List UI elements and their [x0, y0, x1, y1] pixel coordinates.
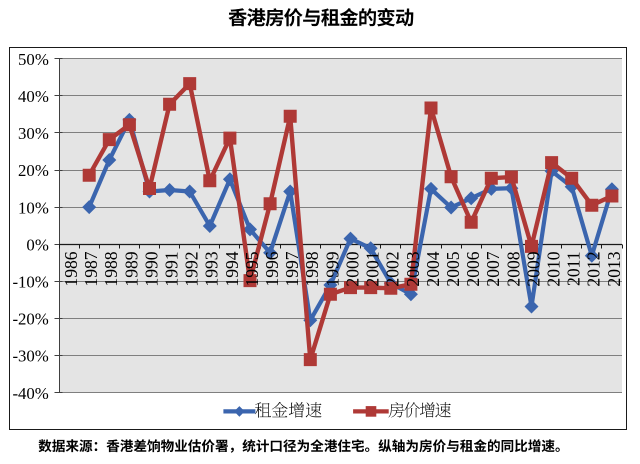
svg-text:2012: 2012	[584, 251, 604, 286]
svg-text:1993: 1993	[202, 251, 222, 286]
svg-text:1998: 1998	[302, 251, 322, 286]
svg-text:20%: 20%	[18, 161, 49, 180]
svg-text:-20%: -20%	[12, 310, 48, 329]
svg-text:2007: 2007	[483, 251, 503, 286]
svg-text:-40%: -40%	[12, 384, 48, 403]
svg-text:30%: 30%	[18, 124, 49, 143]
svg-text:2000: 2000	[342, 251, 362, 286]
svg-text:2006: 2006	[463, 251, 483, 286]
svg-text:1996: 1996	[262, 251, 282, 286]
svg-text:2013: 2013	[604, 251, 624, 286]
svg-text:1990: 1990	[141, 251, 161, 286]
svg-text:50%: 50%	[18, 50, 49, 69]
svg-text:2010: 2010	[544, 251, 564, 286]
svg-text:2001: 2001	[363, 251, 383, 286]
svg-text:2008: 2008	[503, 251, 523, 286]
svg-text:0%: 0%	[26, 235, 48, 254]
svg-text:2005: 2005	[443, 251, 463, 286]
svg-text:1994: 1994	[222, 251, 242, 286]
svg-text:2002: 2002	[383, 251, 403, 286]
svg-text:2004: 2004	[423, 251, 443, 286]
svg-text:2009: 2009	[523, 251, 543, 286]
svg-text:2011: 2011	[564, 251, 584, 286]
svg-text:40%: 40%	[18, 87, 49, 106]
svg-text:1997: 1997	[282, 251, 302, 286]
svg-text:1992: 1992	[182, 251, 202, 286]
svg-text:10%: 10%	[18, 198, 49, 217]
svg-text:-30%: -30%	[12, 347, 48, 366]
svg-text:-10%: -10%	[12, 273, 48, 292]
svg-text:1987: 1987	[81, 251, 101, 286]
svg-text:1986: 1986	[61, 251, 81, 286]
svg-text:1989: 1989	[121, 251, 141, 286]
svg-text:1988: 1988	[101, 251, 121, 286]
svg-text:2003: 2003	[403, 251, 423, 286]
svg-text:1991: 1991	[162, 251, 182, 286]
svg-text:1995: 1995	[242, 251, 262, 286]
svg-text:1999: 1999	[322, 251, 342, 286]
